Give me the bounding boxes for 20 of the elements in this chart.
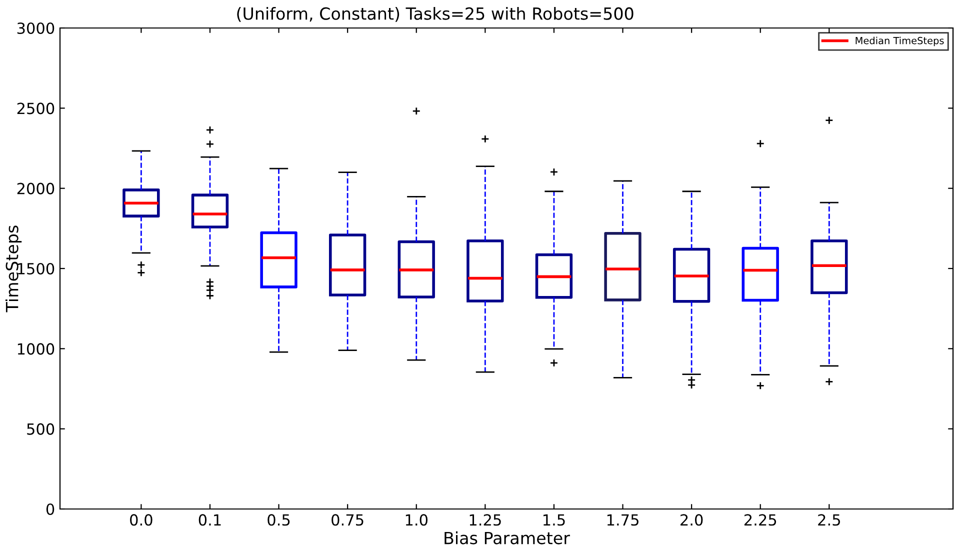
y-tick-label: 3000 — [17, 22, 54, 34]
x-tick-label: 1.5 — [544, 514, 565, 526]
x-tick-label: 1.25 — [470, 514, 501, 526]
x-tick-label: 0.5 — [268, 514, 290, 526]
x-tick-label: 2.0 — [680, 514, 703, 526]
x-tick-label: 1.0 — [406, 514, 428, 526]
x-tick-label: 2.5 — [818, 514, 840, 526]
y-tick-label: 2500 — [17, 102, 54, 114]
x-tick-label: 0.1 — [198, 514, 221, 526]
y-tick-label: 500 — [27, 423, 54, 435]
chart-title: (Uniform, Constant) Tasks=25 with Robots=500 — [237, 7, 634, 22]
x-tick-label: 1.75 — [607, 514, 638, 526]
y-tick-label: 2000 — [17, 182, 54, 194]
x-axis-title: Bias Parameter — [444, 531, 570, 544]
y-tick-label: 0 — [46, 503, 54, 516]
x-tick-label: 2.25 — [744, 514, 776, 526]
text: Median TimeSteps — [856, 36, 944, 46]
y-tick-label: 1000 — [18, 343, 54, 355]
x-tick-label: 0.0 — [130, 514, 152, 526]
x-tick-label: 0.75 — [332, 514, 364, 526]
